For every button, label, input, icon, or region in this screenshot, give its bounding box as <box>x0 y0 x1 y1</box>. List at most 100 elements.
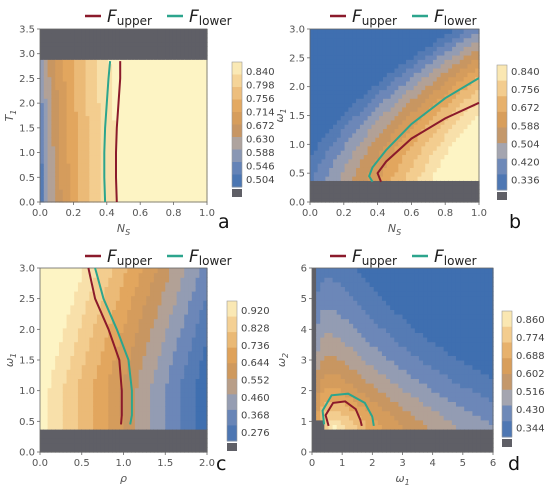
heatmap-cell <box>455 106 461 112</box>
heatmap-cell <box>153 54 159 60</box>
heatmap-cell <box>112 272 117 278</box>
heatmap-cell <box>51 406 56 412</box>
heatmap-cell <box>134 369 140 375</box>
heatmap-cell <box>81 332 87 338</box>
heatmap-cell <box>55 346 60 352</box>
heatmap-cell <box>169 102 174 108</box>
heatmap-cell <box>363 67 369 73</box>
heatmap-cell <box>104 314 109 320</box>
heatmap-cell <box>161 137 166 143</box>
heatmap-cell <box>352 158 357 164</box>
heatmap-cell <box>199 50 204 56</box>
heatmap-cell <box>104 355 109 361</box>
heatmap-cell <box>432 111 438 117</box>
heatmap-cell <box>66 433 71 439</box>
y-tick-label: 3.0 <box>289 25 305 36</box>
heatmap-cell <box>176 89 182 95</box>
heatmap-cell <box>112 383 117 389</box>
heatmap-cell <box>165 433 170 439</box>
heatmap-cell <box>43 124 49 130</box>
heatmap-cell <box>165 80 170 86</box>
heatmap-cell <box>165 323 170 329</box>
heatmap-cell <box>62 396 68 402</box>
heatmap-cell <box>176 67 182 73</box>
heatmap-cell <box>379 50 384 56</box>
heatmap-cell <box>172 189 178 194</box>
heatmap-cell <box>344 171 350 177</box>
heatmap-cell <box>58 163 64 168</box>
heatmap-cell <box>138 268 144 274</box>
heatmap-cell <box>150 277 155 283</box>
heatmap-cell <box>184 29 189 34</box>
heatmap-cell <box>157 124 163 130</box>
heatmap-cell <box>58 197 64 203</box>
heatmap-cell <box>138 93 144 99</box>
heatmap-cell <box>188 193 193 199</box>
heatmap-cell <box>463 72 469 78</box>
heatmap-cell <box>74 167 79 173</box>
heatmap-cell <box>382 89 388 95</box>
heatmap-cell <box>191 163 197 168</box>
heatmap-cell <box>157 272 163 278</box>
heatmap-cell <box>127 268 132 274</box>
heatmap-cell <box>58 180 64 186</box>
heatmap-cell <box>74 341 79 347</box>
heatmap-cell <box>74 50 79 56</box>
heatmap-cell <box>336 89 342 95</box>
heatmap-cell <box>100 37 106 43</box>
heatmap-cell <box>96 272 102 278</box>
heatmap-cell <box>153 378 159 384</box>
heatmap-cell <box>146 76 151 82</box>
heatmap-cell <box>108 163 113 168</box>
heatmap-cell <box>58 410 64 416</box>
heatmap-cell <box>344 115 350 121</box>
heatmap-cell <box>165 341 170 347</box>
heatmap-cell <box>176 158 182 164</box>
heatmap-cell <box>43 167 49 173</box>
heatmap-cell <box>359 193 365 199</box>
heatmap-cell <box>367 167 373 173</box>
heatmap-cell <box>47 277 52 283</box>
heatmap-cell <box>409 111 415 117</box>
heatmap-cell <box>417 124 422 130</box>
heatmap-cell <box>119 80 125 86</box>
heatmap-cell <box>153 304 159 310</box>
heatmap-cell <box>375 145 380 151</box>
heatmap-cell <box>47 33 52 39</box>
heatmap-cell <box>406 150 411 156</box>
x-tick-label: 0.6 <box>403 208 419 219</box>
heatmap-cell <box>138 119 144 125</box>
heatmap-cell <box>436 63 442 69</box>
heatmap-cell <box>138 180 144 186</box>
heatmap-cell <box>123 76 128 82</box>
heatmap-cell <box>104 424 109 430</box>
heatmap-cell <box>153 145 159 151</box>
heatmap-cell <box>161 106 166 112</box>
heatmap-cell <box>62 304 68 310</box>
heatmap-cell <box>352 119 357 125</box>
heatmap-cell <box>425 132 430 138</box>
heatmap-cell <box>321 141 326 147</box>
heatmap-cell <box>191 132 197 138</box>
heatmap-cell <box>176 54 182 60</box>
heatmap-cell <box>161 124 166 130</box>
heatmap-cell <box>112 128 117 134</box>
heatmap-cell <box>375 102 380 108</box>
heatmap-cell <box>180 150 185 156</box>
heatmap-cell <box>127 171 132 177</box>
heatmap-cell <box>467 72 472 78</box>
heatmap-cell <box>417 171 422 177</box>
heatmap-cell <box>146 309 151 315</box>
heatmap-cell <box>115 193 121 199</box>
heatmap-cell <box>157 323 163 329</box>
heatmap-cell <box>81 102 87 108</box>
heatmap-cell <box>317 63 323 69</box>
heatmap-cell <box>409 50 415 56</box>
heatmap-cell <box>119 193 125 199</box>
heatmap-cell <box>150 314 155 320</box>
heatmap-cell <box>142 447 147 453</box>
heatmap-cell <box>66 167 71 173</box>
heatmap-cell <box>104 295 109 301</box>
heatmap-cell <box>123 158 128 164</box>
heatmap-cell <box>119 268 125 274</box>
